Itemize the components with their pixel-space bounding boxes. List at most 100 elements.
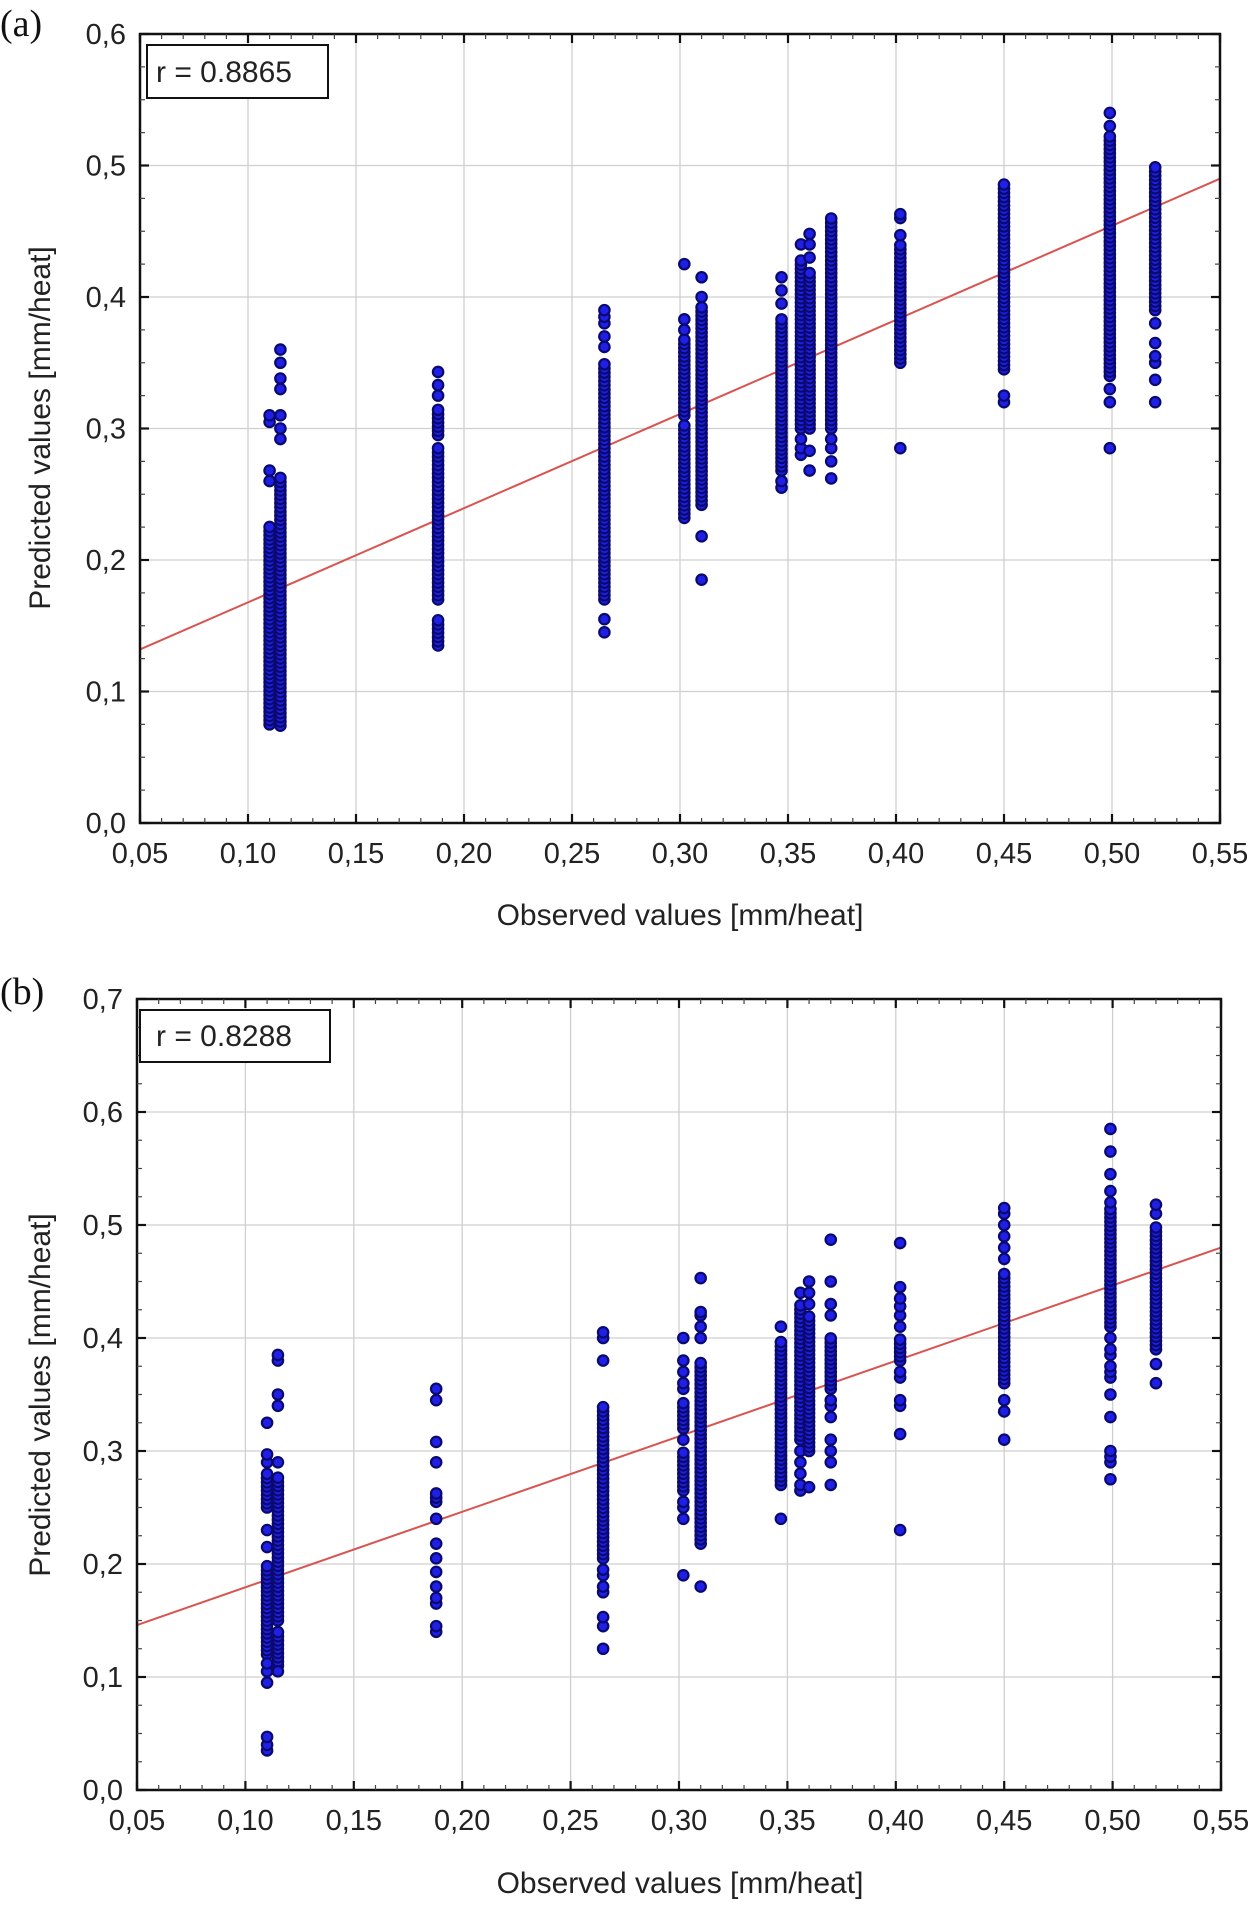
panel-b-data-point <box>260 1540 274 1554</box>
panel-b-data-point <box>429 1591 443 1605</box>
panel-a-x-tick-label: 0,10 <box>220 838 276 870</box>
panel-a-correlation-text: r = 0.8865 <box>156 56 292 89</box>
panel-b-x-axis-title: Observed values [mm/heat] <box>497 1867 864 1900</box>
panel-b-data-point <box>271 1348 285 1362</box>
panel-b-data-point <box>260 1523 274 1537</box>
panel-b-data-point <box>694 1271 707 1285</box>
panel-a-data-point <box>695 301 708 314</box>
panel-a-y-tick-label: 0,0 <box>86 808 126 840</box>
panel-a-x-tick-label: 0,35 <box>760 838 816 870</box>
panel-a-data-point <box>678 323 691 337</box>
panel-a-data-point <box>598 612 611 626</box>
panel-b-x-tick-label: 0,55 <box>1193 1805 1249 1837</box>
panel-b-data-point <box>893 1320 907 1333</box>
panel-b-data-point <box>893 1365 907 1379</box>
panel-b-data-point <box>677 1512 690 1526</box>
panel-a-data-point <box>1148 395 1162 409</box>
panel-a-label: (a) <box>0 3 42 45</box>
panel-b-data-point <box>596 1400 610 1414</box>
panel-b-axes <box>135 997 1223 1792</box>
panel-b-data-point <box>429 1619 443 1633</box>
panel-a-data-point <box>274 356 287 370</box>
panel-b-data-point <box>260 1676 274 1689</box>
panel-a-y-tick-label: 0,1 <box>86 677 126 709</box>
panel-b-data-point <box>824 1433 838 1446</box>
panel-a-data-point <box>1103 395 1117 409</box>
panel-a-data-point <box>775 313 788 326</box>
panel-a-x-tick-label: 0,25 <box>544 838 600 870</box>
panel-b-data-point <box>893 1236 907 1250</box>
panel-b-data-point <box>802 1275 816 1288</box>
panel-a-data-point <box>803 238 816 251</box>
panel-a-data-point <box>678 257 691 271</box>
panel-a-data-point <box>824 472 838 485</box>
panel-b-x-tick-label: 0,25 <box>542 1805 598 1837</box>
panel-b-data-point <box>429 1382 443 1396</box>
panel-a-data-point <box>598 357 611 371</box>
panel-b-data-point <box>802 1297 816 1311</box>
panel-b-data-point <box>694 1580 707 1593</box>
panel-a-correlation-box-frame <box>146 44 329 99</box>
panel-a-data-point <box>678 419 691 432</box>
panel-b-data-point <box>271 1665 285 1678</box>
panel-a-data-point <box>1148 373 1162 387</box>
panel-a-x-tick-label: 0,55 <box>1192 838 1248 870</box>
panel-b-data-point <box>1104 1343 1117 1356</box>
panel-b-data-point <box>802 1480 816 1494</box>
panel-a-data-point <box>775 270 788 284</box>
panel-a-data-point <box>1103 106 1117 120</box>
panel-b-data-point <box>997 1218 1011 1232</box>
panel-b-y-tick-label: 0,0 <box>83 1775 123 1807</box>
panel-b-gridlines <box>137 999 1221 1790</box>
panel-a-data-point <box>263 464 276 477</box>
panel-a-data-point <box>775 284 788 297</box>
panel-b-data-point <box>260 1467 274 1481</box>
panel-b-data-point <box>824 1297 838 1311</box>
panel-b-data-point <box>1104 1167 1117 1181</box>
panel-b-label: (b) <box>0 971 44 1013</box>
panel-b-data-point <box>260 1448 274 1461</box>
panel-b-x-tick-label: 0,20 <box>434 1805 490 1837</box>
panel-a-data-point <box>263 520 276 534</box>
panel-a-data-point <box>1103 119 1117 133</box>
panel-b-data-point <box>824 1444 838 1458</box>
panel-b-data-point <box>893 1280 907 1294</box>
panel-a-x-tick-label: 0,20 <box>436 838 492 870</box>
panel-b-data-point <box>997 1267 1011 1281</box>
panel-b-data-point <box>824 1456 838 1469</box>
panel-a-data-point <box>824 455 838 468</box>
panel-a-data-point <box>431 613 445 627</box>
panel-b-data-point <box>271 1388 285 1401</box>
panel-a-points <box>263 106 1162 732</box>
panel-b-data-point <box>429 1552 443 1565</box>
panel-a-data-point <box>695 573 708 587</box>
panel-b-x-tick-label: 0,10 <box>217 1805 273 1837</box>
panel-b-data-point <box>893 1393 907 1407</box>
panel-a-data-point <box>598 626 611 639</box>
panel-b-data-point <box>1104 1444 1117 1458</box>
panel-a-data-point <box>803 444 816 458</box>
panel-a-y-tick-label: 0,3 <box>86 414 126 446</box>
panel-b-data-point <box>260 1657 274 1670</box>
panel-a-data-point <box>1148 336 1162 350</box>
panel-b-data-point <box>429 1565 443 1579</box>
panel-b-data-point <box>677 1446 690 1460</box>
panel-a-data-point <box>431 378 445 392</box>
panel-b-correlation-text: r = 0.8288 <box>156 1020 292 1053</box>
panel-b-data-point <box>429 1487 443 1500</box>
panel-b-y-tick-label: 0,2 <box>83 1549 123 1581</box>
panel-a-data-point <box>1148 161 1162 174</box>
panel-b-y-tick-label: 0,6 <box>83 1097 123 1129</box>
panel-b-data-point <box>774 1320 788 1333</box>
panel-a-data-point <box>274 409 287 422</box>
panel-a-y-tick-label: 0,6 <box>86 19 126 51</box>
panel-b-data-point <box>824 1393 838 1407</box>
panel-b-data-point <box>596 1326 610 1339</box>
panel-b-data-point <box>677 1331 690 1345</box>
panel-b-data-point <box>260 1559 274 1573</box>
panel-b-data-point <box>824 1309 838 1322</box>
panel-b-data-point <box>677 1354 690 1367</box>
panel-a-data-point <box>431 441 445 455</box>
panel-b-data-point <box>694 1320 707 1333</box>
panel-a-data-point <box>431 403 445 417</box>
